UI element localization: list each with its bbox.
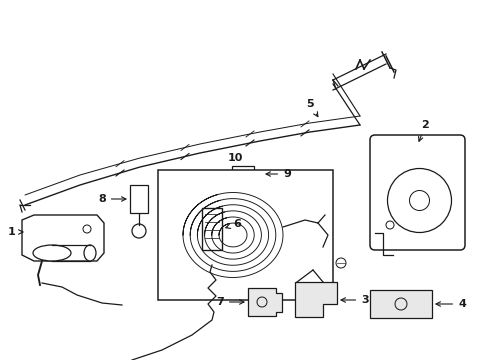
Polygon shape	[22, 215, 104, 261]
Text: 9: 9	[265, 169, 290, 179]
Bar	[130, 185, 148, 213]
Polygon shape	[247, 288, 282, 316]
Circle shape	[132, 224, 146, 238]
Polygon shape	[294, 282, 336, 317]
Text: 5: 5	[305, 99, 317, 117]
Bar	[158, 170, 332, 300]
Text: 3: 3	[340, 295, 368, 305]
Text: 6: 6	[225, 219, 241, 229]
Text: 2: 2	[418, 120, 428, 141]
Text: 4: 4	[435, 299, 465, 309]
FancyBboxPatch shape	[369, 135, 464, 250]
Text: 1: 1	[8, 227, 23, 237]
Ellipse shape	[33, 245, 71, 261]
Bar	[369, 290, 431, 318]
Text: 7: 7	[216, 297, 244, 307]
Text: 8: 8	[98, 194, 126, 204]
Ellipse shape	[84, 245, 96, 261]
Bar	[202, 208, 222, 250]
Text: 10: 10	[227, 153, 243, 163]
